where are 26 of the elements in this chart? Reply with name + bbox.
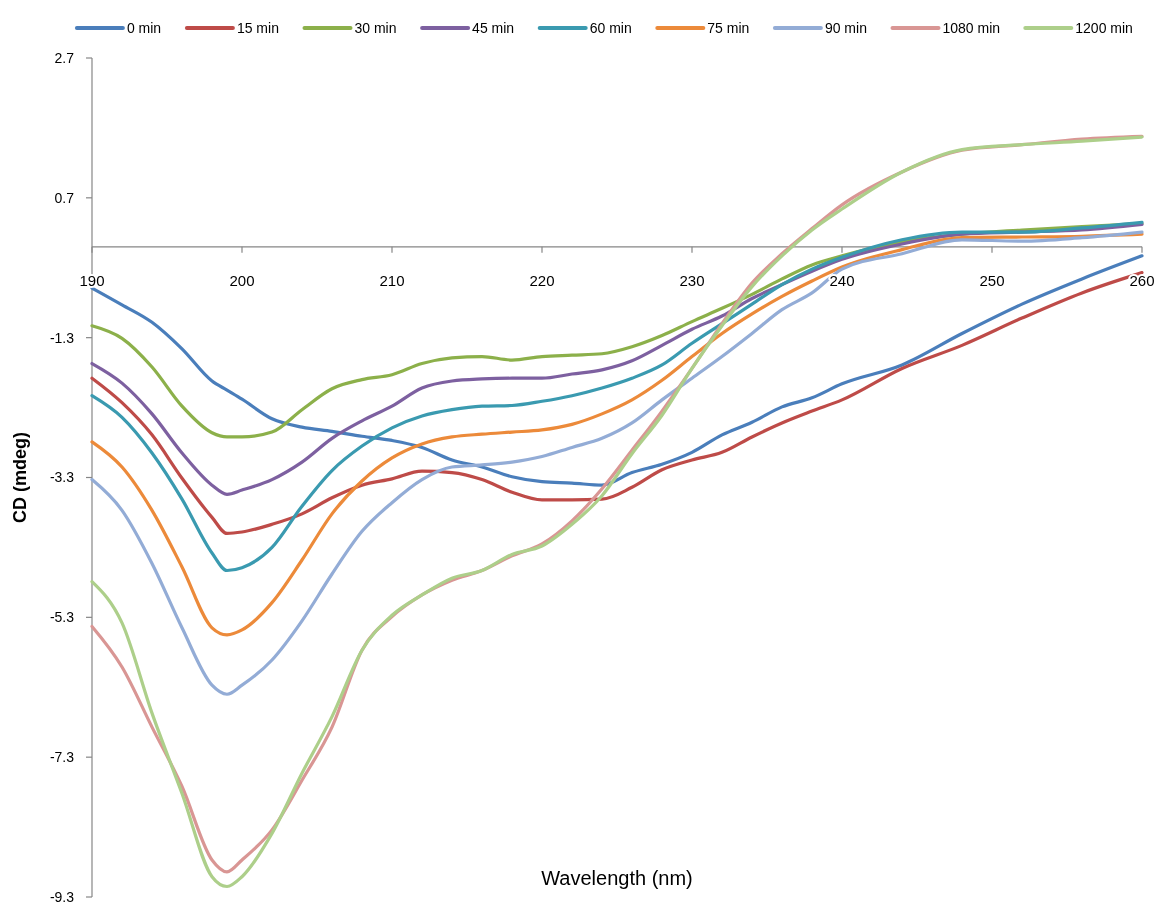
legend-label: 60 min — [589, 19, 632, 36]
x-tick-label: 210 — [379, 272, 405, 290]
y-tick-label: -9.3 — [49, 888, 75, 905]
legend-label: 0 min — [126, 19, 162, 36]
x-tick-label: 190 — [79, 272, 105, 290]
x-tick-label: 260 — [1129, 272, 1155, 290]
x-tick-label: 240 — [829, 272, 855, 290]
y-tick-label: 0.7 — [54, 189, 75, 206]
x-tick-label: 230 — [679, 272, 705, 290]
x-tick-label: 200 — [229, 272, 255, 290]
y-tick-label: -5.3 — [49, 609, 75, 626]
legend-label: 90 min — [824, 19, 867, 36]
x-tick-label: 220 — [529, 272, 555, 290]
y-tick-label: -7.3 — [49, 749, 75, 766]
legend-label: 75 min — [707, 19, 750, 36]
legend-label: 30 min — [354, 19, 397, 36]
legend-label: 15 min — [236, 19, 279, 36]
y-axis-title: CD (mdeg) — [10, 432, 30, 523]
x-axis-title: Wavelength (nm) — [541, 867, 693, 889]
x-tick-label: 250 — [979, 272, 1005, 290]
y-tick-label: -3.3 — [49, 469, 75, 486]
legend-label: 1080 min — [942, 19, 1001, 36]
y-tick-label: 2.7 — [54, 49, 75, 66]
legend-label: 1200 min — [1075, 19, 1133, 36]
legend-label: 45 min — [472, 19, 515, 36]
y-tick-label: -1.3 — [49, 329, 75, 346]
